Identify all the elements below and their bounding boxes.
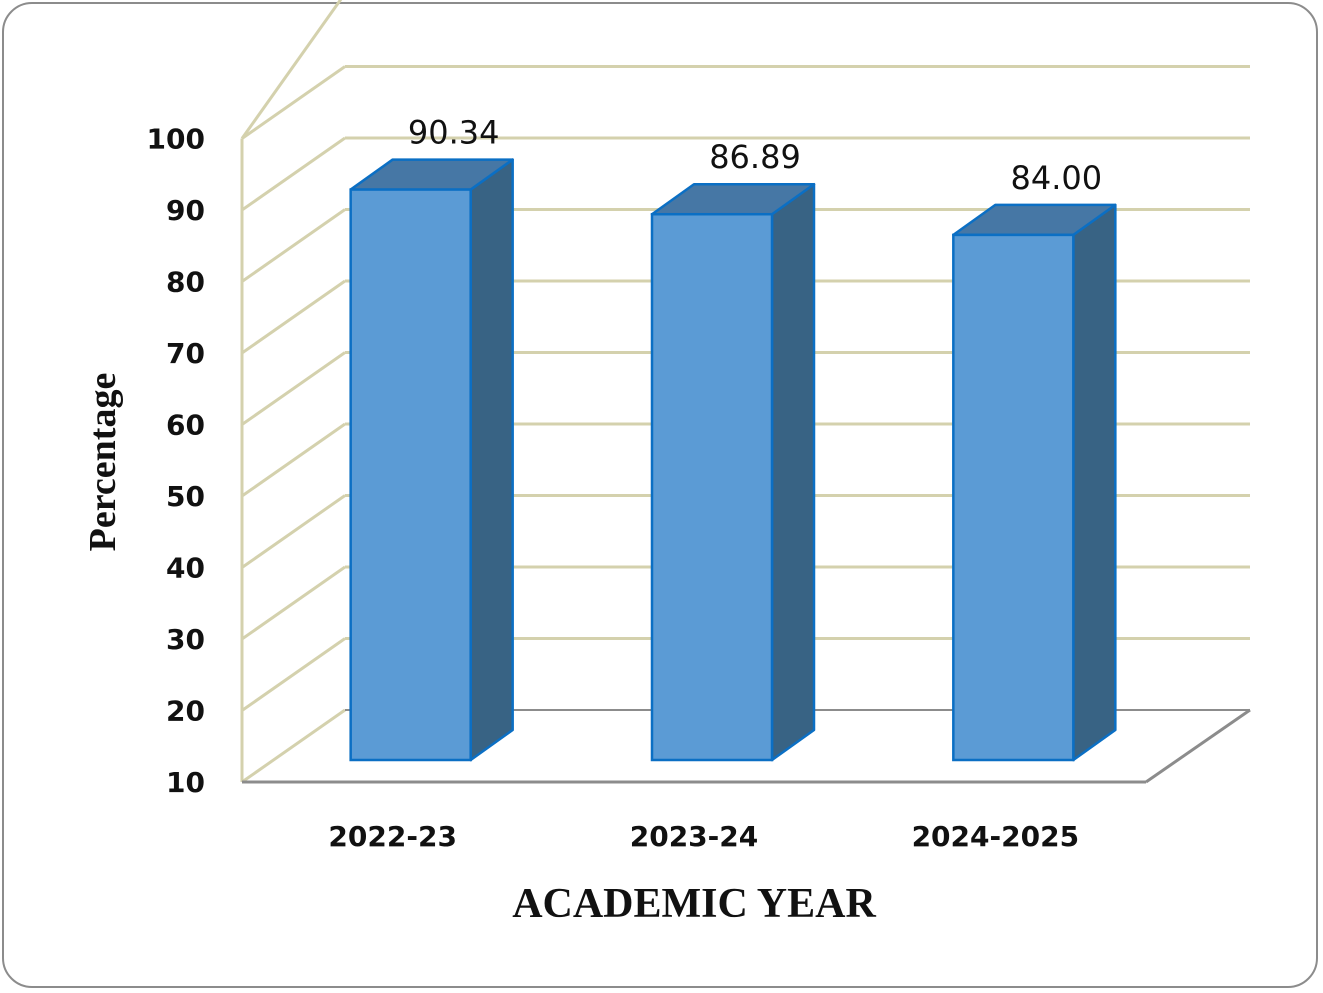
bar-front: [952, 233, 1075, 762]
y-tick-label: 10: [166, 766, 205, 799]
gridline-side: [241, 279, 346, 355]
gridline-side: [241, 637, 346, 712]
bar-side: [770, 182, 816, 762]
gridline-side: [241, 422, 346, 498]
data-label: 86.89: [709, 138, 801, 176]
x-axis-title: ACADEMIC YEAR: [512, 881, 876, 927]
gridline-side: [241, 494, 346, 569]
bar-side: [469, 158, 514, 762]
x-tick-label: 2022-23: [328, 820, 457, 853]
y-tick-label: 70: [166, 337, 205, 370]
bar: [349, 158, 514, 762]
bar-front: [349, 188, 472, 762]
bar: [952, 203, 1117, 762]
y-tick-label: 50: [166, 480, 205, 513]
bars: [349, 158, 1117, 762]
y-tick-label: 30: [166, 623, 205, 656]
data-label: 90.34: [408, 114, 500, 152]
gridline-side: [241, 351, 346, 426]
gridline-side: [241, 708, 346, 784]
y-tick-label: 100: [147, 123, 205, 156]
gridline-side: [240, 0, 343, 140]
y-tick-label: 60: [166, 409, 205, 442]
y-axis-ticks: 10 20 30 40 50 60 70 80 90 100: [147, 123, 205, 800]
gridline-side: [241, 136, 346, 212]
x-tick-label: 2024-2025: [912, 820, 1079, 853]
data-labels: 90.34 86.89 84.00: [408, 114, 1102, 197]
bar-front: [650, 212, 774, 762]
gridline-side: [241, 65, 346, 140]
bar-side: [1072, 203, 1117, 762]
y-tick-label: 20: [166, 695, 205, 728]
bar: [650, 182, 816, 762]
data-label: 84.00: [1011, 159, 1103, 197]
y-tick-label: 90: [166, 194, 205, 227]
gridline-side: [241, 208, 346, 283]
floor-right-edge: [1145, 708, 1251, 784]
x-axis-ticks: 2022-23 2023-24 2024-2025: [328, 820, 1079, 853]
y-tick-label: 80: [166, 266, 205, 299]
y-tick-label: 40: [166, 552, 205, 585]
x-tick-label: 2023-24: [630, 820, 759, 853]
gridline-side: [241, 565, 346, 641]
y-axis-title: Percentage: [82, 373, 124, 552]
